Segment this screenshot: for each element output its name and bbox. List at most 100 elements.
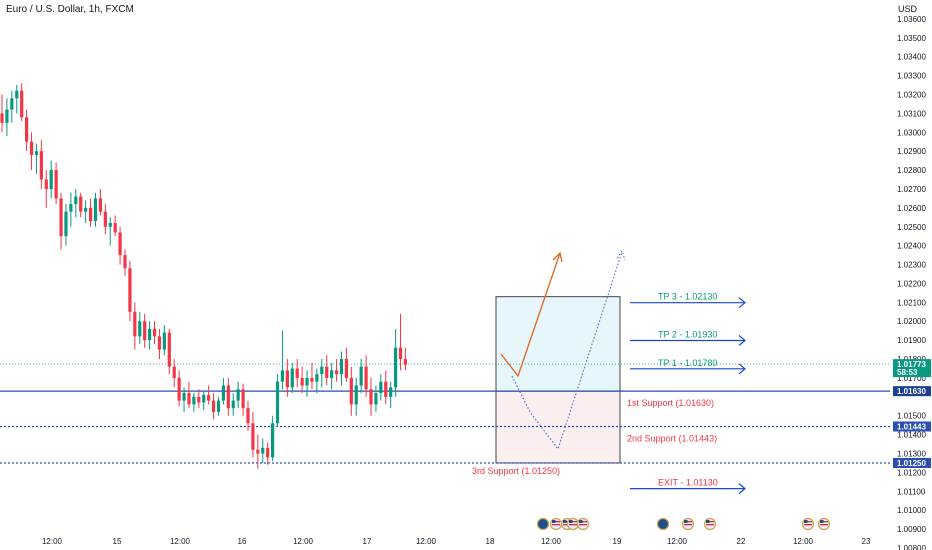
candle-body (241, 389, 245, 409)
flag-icon (703, 517, 717, 531)
candle-body (261, 447, 265, 454)
candle-body (10, 98, 14, 110)
candle-body (157, 336, 162, 350)
flag-icon (576, 517, 590, 531)
candle-body (285, 370, 289, 388)
candle-body (103, 211, 107, 227)
candle-body (177, 377, 181, 401)
x-tick-label: 12:00 (416, 537, 437, 546)
x-tick-label: 23 (862, 537, 871, 546)
candle-body (226, 385, 230, 409)
candle-body (330, 370, 334, 378)
y-tick-label: 1.03000 (897, 128, 926, 137)
candle-body (290, 368, 294, 388)
profit-zone (495, 296, 621, 392)
x-tick-label: 15 (113, 537, 122, 546)
candle-body (143, 321, 147, 341)
target-arrow-head (738, 335, 746, 346)
candle-body (339, 359, 344, 375)
candle-body (207, 394, 211, 401)
price-tag (893, 421, 931, 432)
flag-icon (681, 517, 695, 531)
x-tick-label: 22 (737, 537, 746, 546)
candle-body (69, 204, 73, 212)
price-tag-label: 1.01250 (897, 459, 926, 468)
candle-body (359, 366, 363, 386)
candle-body (275, 381, 280, 424)
candle-body (98, 198, 102, 212)
candle-body (389, 387, 393, 397)
candle-body (197, 396, 201, 403)
candle-body (369, 389, 373, 405)
flag-icon (566, 517, 580, 531)
candle-body (108, 222, 112, 227)
target-arrow-head (738, 363, 746, 375)
candle-body (44, 179, 48, 189)
candle-body (93, 198, 98, 222)
candle-body (305, 377, 309, 386)
price-countdown: 58:53 (897, 368, 918, 377)
y-tick-label: 1.03600 (897, 15, 926, 24)
y-tick-label: 1.02700 (897, 185, 926, 194)
candle-body (398, 347, 403, 360)
y-tick-label: 1.02100 (897, 298, 926, 307)
x-tick-label: 17 (363, 537, 372, 546)
y-tick-label: 1.02300 (897, 261, 926, 270)
y-tick-label: 1.03500 (897, 34, 926, 43)
candle-body (379, 381, 383, 394)
y-tick-label: 1.01300 (897, 450, 926, 459)
candle-body (34, 151, 39, 155)
candle-body (54, 170, 58, 199)
y-tick-label: 1.02800 (897, 166, 926, 175)
candle-body (251, 423, 255, 450)
candle-body (310, 377, 314, 382)
price-tag-label: 1.01630 (897, 387, 926, 396)
flag-icon (817, 517, 831, 531)
take-profit-label: TP 3 - 1.02130 (658, 292, 717, 302)
flag-icon (549, 517, 563, 531)
y-tick-label: 1.00800 (897, 544, 926, 550)
chart-title: Euro / U.S. Dollar, 1h, FXCM (6, 4, 134, 15)
candle-body (231, 400, 235, 409)
candle-body (172, 366, 176, 378)
y-tick-label: 1.03200 (897, 90, 926, 99)
price-tag-label: 1.01773 (897, 360, 926, 369)
y-tick-label: 1.02500 (897, 223, 926, 232)
price-tag (893, 359, 931, 378)
candle-body (280, 370, 285, 382)
candle-body (271, 423, 275, 458)
candle-body (133, 311, 137, 337)
candle-body (138, 321, 142, 337)
candle-body (325, 366, 329, 378)
y-tick-label: 1.01700 (897, 374, 926, 383)
support-label: 3rd Support (1.01250) (472, 466, 560, 476)
candle-body (167, 332, 171, 367)
dotted-path (511, 251, 623, 451)
y-tick-label: 1.01500 (897, 412, 926, 421)
exit-label: EXIT - 1.01130 (658, 478, 718, 488)
y-tick-label: 1.03300 (897, 72, 926, 81)
candle-body (39, 151, 43, 180)
support-label: 2nd Support (1.01443) (627, 433, 717, 443)
x-tick-label: 18 (486, 537, 495, 546)
y-tick-label: 1.01100 (897, 487, 926, 496)
candle-body (354, 385, 358, 405)
candle-body (162, 332, 166, 350)
y-tick-label: 1.02400 (897, 242, 926, 251)
target-arrow-head (738, 483, 746, 495)
price-tag (893, 386, 931, 397)
candle-body (118, 232, 122, 256)
candle-body (211, 400, 216, 412)
candle-body (315, 374, 319, 382)
candle-body (15, 90, 19, 99)
y-tick-label: 1.01200 (897, 468, 926, 477)
candle-body (128, 268, 132, 312)
candle-body (74, 196, 78, 205)
y-tick-label: 1.01900 (897, 336, 926, 345)
y-tick-label: 1.02200 (897, 279, 926, 288)
dotted-path-head (616, 249, 626, 261)
candle-body (256, 449, 260, 454)
candle-body (0, 113, 4, 123)
price-tag (893, 457, 931, 468)
